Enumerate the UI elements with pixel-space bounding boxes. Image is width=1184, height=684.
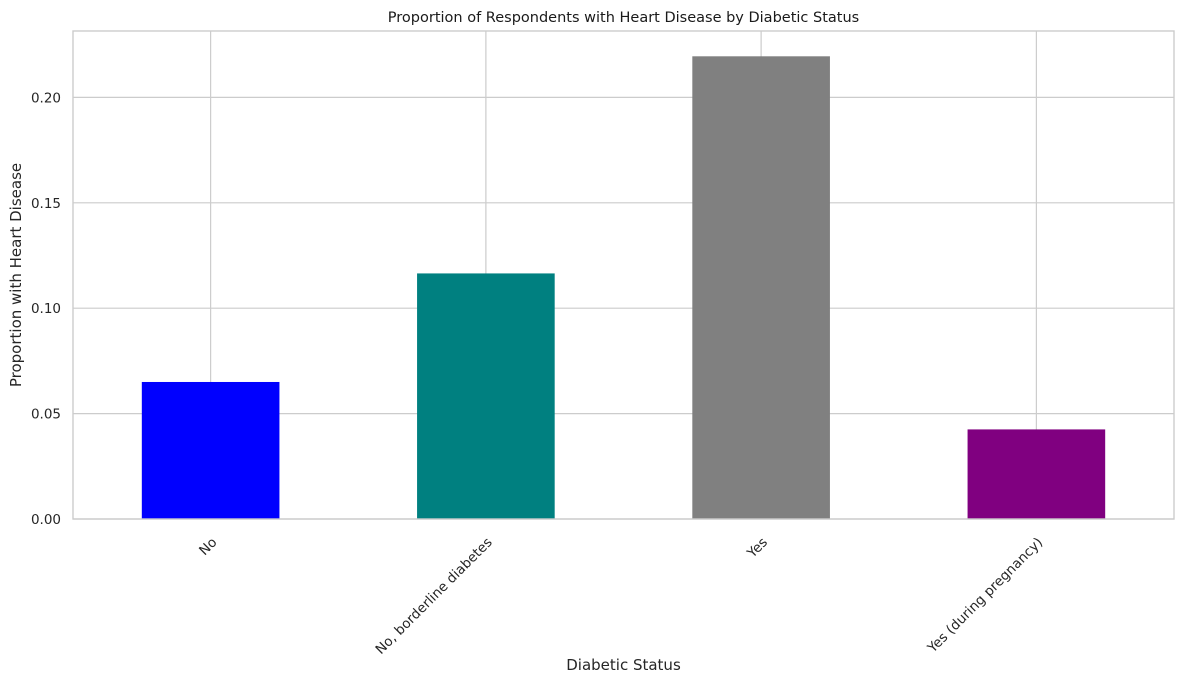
x-tick-labels: No No, borderline diabetes Yes Yes (during … [196,535,1046,658]
plot-frame [72,30,1175,520]
x-axis-label: Diabetic Status [566,656,681,674]
y-tick-label: 0.05 [31,407,61,423]
x-tick-label: No, borderline diabetes [372,535,495,658]
bar [967,429,1106,519]
bar [692,56,830,519]
x-tick-label: Yes [744,535,771,562]
y-tick-label: 0.20 [31,90,61,106]
bar [141,381,280,519]
bar [417,273,555,519]
y-tick-label: 0.00 [31,512,61,528]
y-tick-label: 0.15 [31,196,61,212]
y-tick-label: 0.10 [31,301,61,317]
chart-title: Proportion of Respondents with Heart Dis… [388,10,859,26]
y-axis-label: Proportion with Heart Disease [7,163,25,387]
y-tick-labels: 0.00 0.05 0.10 0.15 0.20 [31,90,61,528]
x-tick-label: No [196,535,220,559]
bars-layer [141,56,1106,519]
x-tick-label: Yes (during pregnancy) [924,535,1046,657]
